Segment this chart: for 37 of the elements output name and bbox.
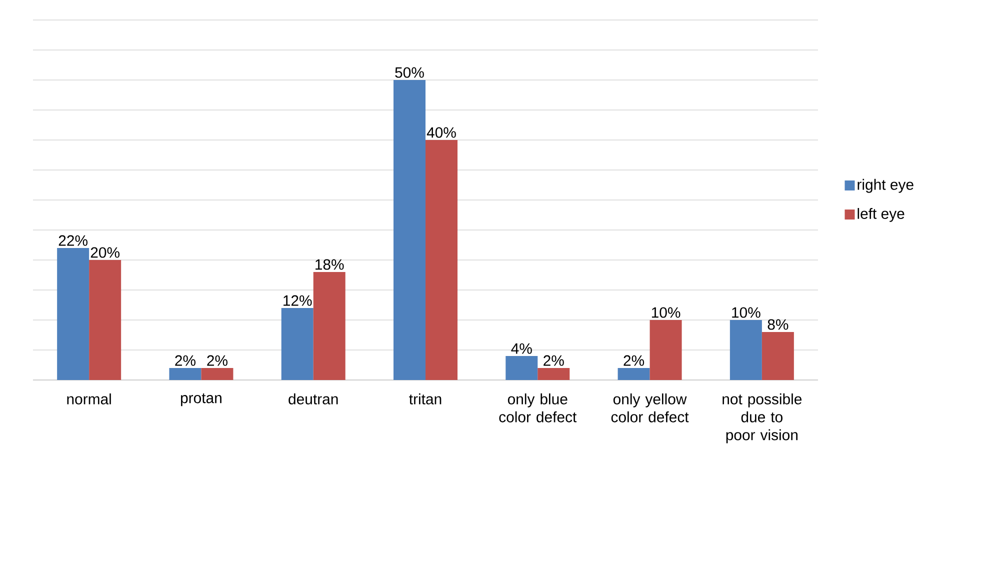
data-label: 12% — [284, 295, 312, 306]
bar — [538, 368, 570, 380]
legend-label: left eye — [858, 208, 904, 222]
x-tick-label: only blue color defect — [499, 393, 577, 422]
bar — [169, 368, 202, 380]
data-label: 40% — [426, 127, 456, 138]
bar — [762, 332, 794, 380]
data-label: 20% — [90, 247, 120, 258]
data-label: 10% — [732, 307, 760, 318]
bar — [281, 308, 314, 380]
bar — [506, 356, 538, 380]
bar — [313, 272, 346, 380]
data-label: 2% — [207, 355, 228, 366]
data-label: 22% — [58, 235, 88, 246]
bar — [394, 80, 426, 380]
data-label: 4% — [511, 343, 532, 354]
data-label: 18% — [316, 259, 344, 270]
x-tick-label: tritan — [409, 393, 442, 404]
bar — [57, 248, 90, 380]
bar — [201, 368, 234, 380]
data-label: 2% — [544, 355, 564, 366]
x-tick-label: deutran — [288, 393, 338, 404]
bar — [426, 140, 458, 380]
bar — [618, 368, 650, 380]
x-tick-label: normal — [67, 393, 111, 404]
data-label: 10% — [652, 307, 680, 318]
x-tick-label: not possible due to poor vision — [722, 393, 802, 444]
data-label: 2% — [175, 355, 196, 366]
x-tick-label: only yellow color defect — [611, 393, 689, 422]
data-label: 50% — [395, 67, 424, 78]
data-label: 8% — [768, 319, 788, 330]
legend-label: right eye — [858, 178, 914, 193]
data-label: 2% — [624, 355, 644, 366]
bar — [730, 320, 762, 380]
x-tick-label: protan — [180, 393, 222, 406]
bar — [89, 260, 122, 380]
bar — [650, 320, 682, 380]
